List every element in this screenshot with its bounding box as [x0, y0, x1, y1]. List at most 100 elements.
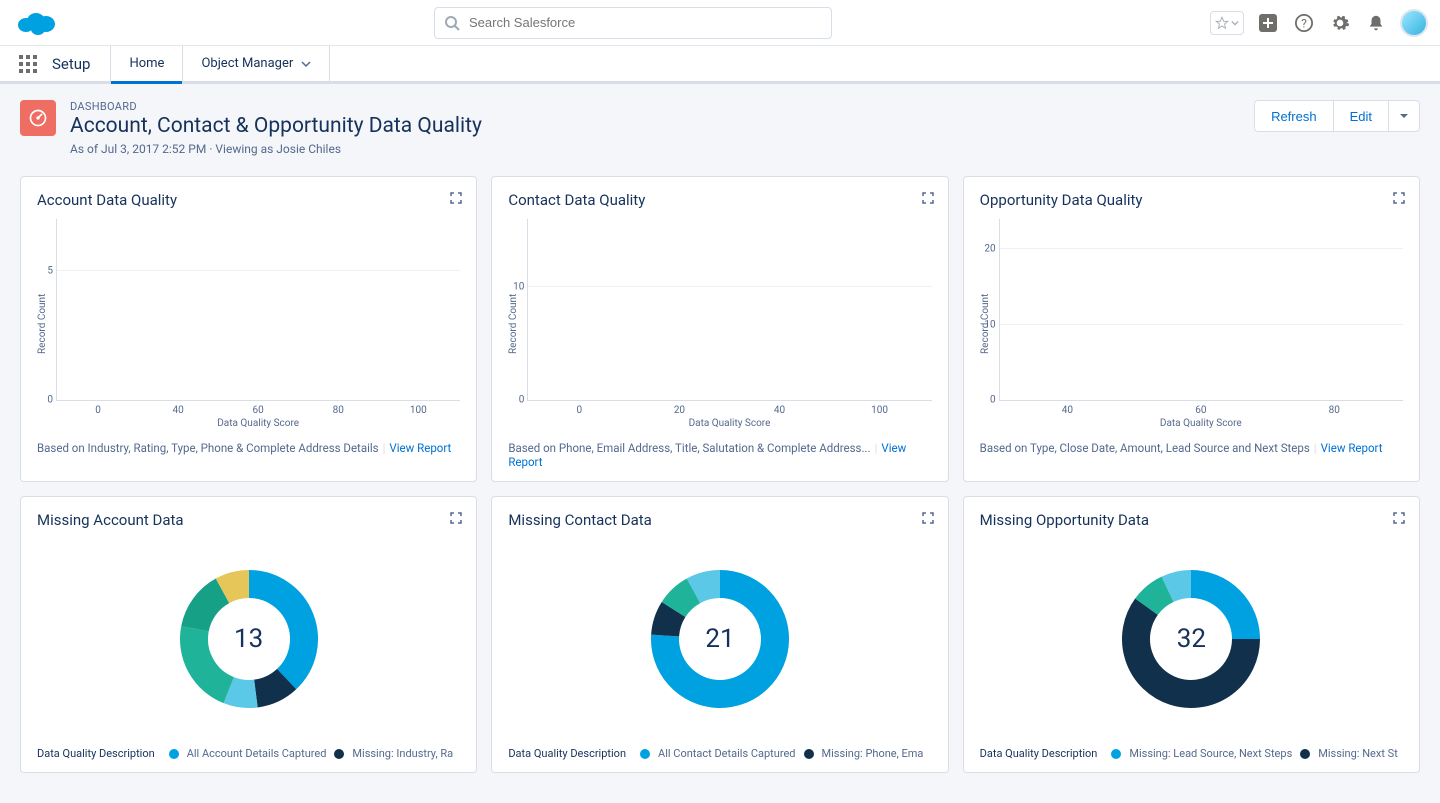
chart-plot: 05	[56, 219, 460, 401]
global-search	[434, 7, 832, 39]
expand-button[interactable]	[1393, 509, 1405, 528]
y-tick-label: 5	[47, 265, 53, 276]
chart-title: Account Data Quality	[37, 191, 460, 209]
legend-swatch	[640, 749, 650, 759]
dashboard-grid: Account Data Quality Record Count 05 040…	[0, 166, 1440, 793]
view-report-link[interactable]: View Report	[1321, 441, 1383, 455]
dashboard-icon	[20, 100, 56, 136]
legend-text: All Account Details Captured	[187, 747, 327, 760]
app-name: Setup	[52, 55, 90, 73]
y-tick-label: 0	[990, 395, 996, 406]
donut-segment[interactable]	[228, 690, 255, 694]
legend-text: Missing: Next St	[1318, 747, 1398, 760]
tab-label: Object Manager	[201, 56, 293, 71]
expand-button[interactable]	[450, 509, 462, 528]
page-title: Account, Contact & Opportunity Data Qual…	[70, 114, 482, 138]
chart-title: Missing Contact Data	[508, 511, 931, 529]
chart-card: Missing Contact Data 21 Data Quality Des…	[491, 496, 948, 773]
donut-segment[interactable]	[222, 584, 248, 591]
x-tick-label: 40	[729, 405, 829, 416]
chart-card: Opportunity Data Quality Record Count 01…	[963, 176, 1420, 482]
tab-object-manager[interactable]: Object Manager	[183, 46, 330, 81]
star-icon	[1215, 16, 1229, 30]
tab-home[interactable]: Home	[110, 46, 183, 81]
legend-text: Missing: Phone, Ema	[822, 747, 924, 760]
donut-segment[interactable]	[674, 591, 694, 610]
x-tick-label: 40	[138, 405, 218, 416]
legend-text: Missing: Lead Source, Next Steps	[1129, 747, 1292, 760]
chart-plot: 01020	[999, 219, 1403, 401]
donut-segment[interactable]	[195, 591, 223, 629]
chart-title: Missing Account Data	[37, 511, 460, 529]
chart-legend: Data Quality DescriptionAll Contact Deta…	[508, 747, 931, 760]
legend-label: Data Quality Description	[37, 747, 155, 760]
donut-total: 13	[234, 624, 263, 654]
settings-button[interactable]	[1328, 11, 1352, 35]
y-tick-label: 10	[984, 319, 995, 330]
expand-button[interactable]	[450, 189, 462, 208]
x-tick-label: 40	[1001, 405, 1134, 416]
legend-swatch	[169, 749, 179, 759]
view-report-link[interactable]: View Report	[389, 441, 451, 455]
donut-chart: 21	[508, 539, 931, 739]
header-buttons: Refresh Edit	[1254, 100, 1420, 132]
x-tick-label: 100	[830, 405, 930, 416]
y-tick-label: 0	[47, 395, 53, 406]
donut-segment[interactable]	[194, 629, 229, 690]
help-button[interactable]: ?	[1292, 11, 1316, 35]
edit-button[interactable]: Edit	[1334, 100, 1389, 132]
legend-swatch	[334, 749, 344, 759]
donut-segment[interactable]	[1168, 584, 1191, 589]
x-tick-label: 0	[58, 405, 138, 416]
expand-button[interactable]	[1393, 189, 1405, 208]
nav-tabs: Home Object Manager	[110, 46, 330, 81]
legend-swatch	[1111, 749, 1121, 759]
donut-segment[interactable]	[1147, 589, 1168, 606]
donut-total: 21	[705, 624, 734, 654]
question-icon: ?	[1295, 14, 1313, 32]
gear-icon	[1330, 13, 1350, 33]
bell-icon	[1367, 14, 1385, 32]
notifications-button[interactable]	[1364, 11, 1388, 35]
view-report-link[interactable]: View Report	[508, 441, 906, 469]
legend-label: Data Quality Description	[980, 747, 1098, 760]
salesforce-logo-icon	[16, 9, 56, 37]
x-tick-label: 80	[1268, 405, 1401, 416]
user-avatar[interactable]	[1400, 9, 1428, 37]
legend-swatch	[1300, 749, 1310, 759]
legend-text: Missing: Industry, Ra	[352, 747, 453, 760]
add-button[interactable]	[1256, 11, 1280, 35]
chart-card: Account Data Quality Record Count 05 040…	[20, 176, 477, 482]
x-axis-label: Data Quality Score	[527, 418, 931, 429]
expand-button[interactable]	[922, 189, 934, 208]
app-toolbar: Setup Home Object Manager	[0, 46, 1440, 84]
page-subtitle: As of Jul 3, 2017 2:52 PM · Viewing as J…	[70, 142, 482, 156]
search-input[interactable]	[434, 7, 832, 39]
x-axis-label: Data Quality Score	[56, 418, 460, 429]
caret-down-icon	[1399, 111, 1409, 121]
donut-segment[interactable]	[256, 679, 287, 693]
x-tick-label: 80	[298, 405, 378, 416]
expand-button[interactable]	[922, 509, 934, 528]
y-tick-label: 10	[513, 281, 524, 292]
refresh-button[interactable]: Refresh	[1254, 100, 1334, 132]
x-tick-label: 0	[529, 405, 629, 416]
search-icon	[444, 15, 460, 31]
chart-title: Missing Opportunity Data	[980, 511, 1403, 529]
chart-plot: 010	[527, 219, 931, 401]
svg-text:?: ?	[1301, 16, 1307, 30]
legend-label: Data Quality Description	[508, 747, 626, 760]
x-tick-label: 60	[1134, 405, 1267, 416]
page-header: DASHBOARD Account, Contact & Opportunity…	[0, 84, 1440, 166]
donut-segment[interactable]	[665, 610, 673, 636]
y-tick-label: 0	[519, 395, 525, 406]
chart-card: Missing Opportunity Data 32 Data Quality…	[963, 496, 1420, 773]
app-launcher-icon[interactable]	[18, 54, 38, 74]
favorites-button[interactable]	[1210, 11, 1244, 35]
chart-title: Opportunity Data Quality	[980, 191, 1403, 209]
x-tick-label: 60	[218, 405, 298, 416]
more-actions-button[interactable]	[1389, 100, 1420, 132]
header-actions: ?	[1210, 9, 1428, 37]
y-tick-label: 20	[984, 244, 995, 255]
donut-segment[interactable]	[693, 584, 719, 591]
